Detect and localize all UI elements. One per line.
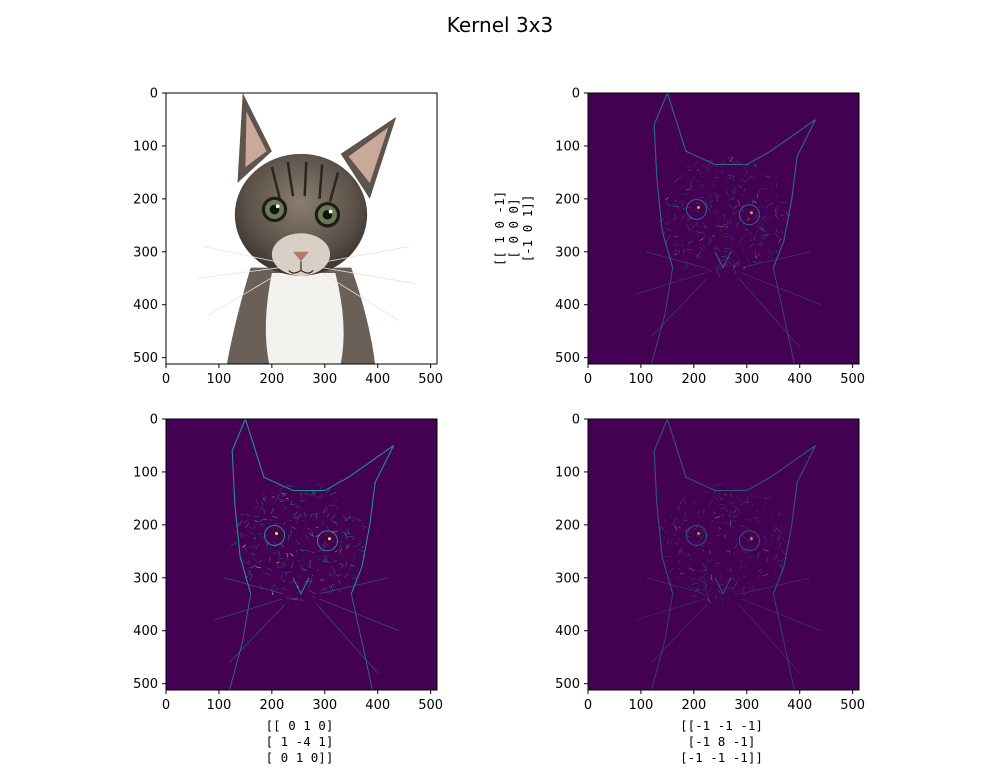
x-tick-label-2-3: 300 [312,698,337,713]
x-tick-label-3-3: 300 [734,698,759,713]
edge-map-1 [588,92,859,365]
axes-frame-3 [587,418,860,691]
x-tick-label-2-4: 400 [365,698,390,713]
x-tick-label-0-2: 200 [259,372,284,387]
y-tick-label-0-2: 200 [133,192,158,207]
y-tick-label-3-2: 200 [555,518,580,533]
y-tick-label-2-5: 500 [133,677,158,692]
y-tick-label-1-5: 500 [555,351,580,366]
x-tick-label-0-1: 100 [207,372,232,387]
y-tick-label-0-3: 300 [133,245,158,260]
kernel-label-line-3-0: [[-1 -1 -1] [680,718,763,733]
kernel-label-line-3-1: [-1 8 -1] [688,734,756,749]
x-tick-label-2-2: 200 [259,698,284,713]
x-tick-label-3-0: 0 [584,698,592,713]
axes-frame-0 [165,92,438,365]
x-tick-label-1-3: 300 [734,372,759,387]
panel-kernel-c: 0 100 200 300 400 500 0 100 200 300 400 500 [[-1 -1 … [555,413,865,766]
x-tick-label-0-0: 0 [162,372,170,387]
y-tick-label-3-0: 0 [572,413,580,428]
y-tick-label-0-0: 0 [150,87,158,102]
edge-map-2 [166,418,437,691]
axes-frame-1 [587,92,860,365]
y-tick-label-1-4: 400 [555,298,580,313]
x-tick-label-0-5: 500 [418,372,443,387]
kernel-label-line-3-2: [-1 -1 -1]] [680,750,763,765]
x-tick-label-1-4: 400 [787,372,812,387]
x-tick-label-2-0: 0 [162,698,170,713]
cat-photo [166,93,437,364]
panel-original: 0 100 200 300 400 500 0 100 200 300 400 500 [133,87,443,388]
kernel-label-line-2-2: [ 0 1 0]] [266,750,334,765]
y-tick-label-0-5: 500 [133,351,158,366]
y-tick-label-2-3: 300 [133,571,158,586]
y-tick-label-1-1: 100 [555,139,580,154]
x-tick-label-1-5: 500 [840,372,865,387]
y-tick-label-3-3: 300 [555,571,580,586]
x-tick-label-3-4: 400 [787,698,812,713]
y-tick-label-0-4: 400 [133,298,158,313]
figure-title: Kernel 3x3 [447,13,553,37]
kernel-label-line-1-1: [ 0 0 0] [506,198,521,258]
kernel-label-line-1-2: [-1 0 1]] [520,195,535,263]
x-tick-label-3-2: 200 [681,698,706,713]
kernel-label-1: [[ 1 0 -1] [ 0 0 0] [-1 0 1]] [492,191,535,266]
panel-kernel-a: 0 100 200 300 400 500 0 100 200 300 400 500 [[ 1 0 -… [492,87,865,388]
x-tick-label-1-0: 0 [584,372,592,387]
x-tick-label-2-5: 500 [418,698,443,713]
kernel-label-3: [[-1 -1 -1] [-1 8 -1] [-1 -1 -1]] [680,718,763,765]
kernel-label-line-2-1: [ 1 -4 1] [266,734,334,749]
y-tick-label-2-2: 200 [133,518,158,533]
y-tick-label-3-4: 400 [555,624,580,639]
panel-kernel-b: 0 100 200 300 400 500 0 100 200 300 400 500 [[ 0 1 0… [133,413,443,766]
x-tick-label-2-1: 100 [207,698,232,713]
x-tick-label-3-5: 500 [840,698,865,713]
edge-map-3 [588,418,859,691]
y-tick-label-1-0: 0 [572,87,580,102]
x-tick-label-1-2: 200 [681,372,706,387]
x-tick-label-3-1: 100 [629,698,654,713]
y-tick-label-0-1: 100 [133,139,158,154]
kernel-label-2: [[ 0 1 0] [ 1 -4 1] [ 0 1 0]] [266,718,334,765]
x-tick-label-1-1: 100 [629,372,654,387]
y-tick-label-2-1: 100 [133,465,158,480]
kernel-label-line-2-0: [[ 0 1 0] [266,718,334,733]
y-tick-label-1-2: 200 [555,192,580,207]
y-tick-label-2-4: 400 [133,624,158,639]
y-tick-label-3-1: 100 [555,465,580,480]
y-tick-label-2-0: 0 [150,413,158,428]
y-tick-label-1-3: 300 [555,245,580,260]
kernel-label-line-1-0: [[ 1 0 -1] [492,191,507,266]
y-tick-label-3-5: 500 [555,677,580,692]
x-tick-label-0-3: 300 [312,372,337,387]
axes-frame-2 [165,418,438,691]
x-tick-label-0-4: 400 [365,372,390,387]
